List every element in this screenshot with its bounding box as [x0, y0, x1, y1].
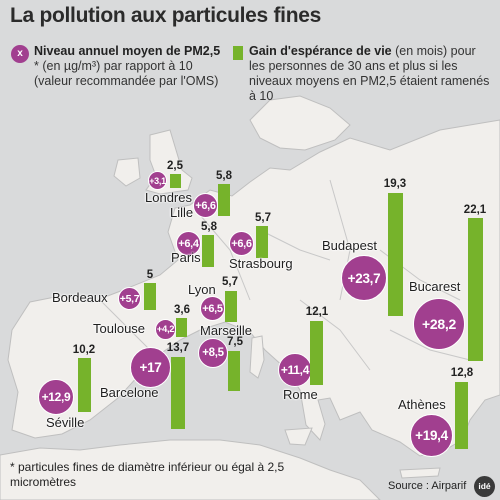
gain-label-toulouse: 3,6 [174, 304, 190, 316]
gain-bar-strasbourg [256, 226, 268, 258]
gain-label-lille: 5,8 [216, 170, 232, 182]
legend-circle-icon: x [11, 45, 29, 63]
gain-bar-lyon [225, 291, 237, 322]
gain-bar-athenes [455, 382, 468, 449]
city-label-barcelone: Barcelone [100, 385, 159, 400]
gain-bar-barcelone [171, 357, 185, 429]
city-label-seville: Séville [46, 415, 85, 430]
ireland [113, 157, 141, 187]
crete [399, 467, 441, 479]
pm-circle-marseille: +8,5 [198, 338, 228, 368]
city-label-toulouse: Toulouse [93, 321, 146, 336]
page-title: La pollution aux particules fines [10, 4, 321, 27]
city-label-marseille: Marseille [200, 323, 253, 338]
gain-bar-seville [78, 358, 91, 412]
gain-label-bordeaux: 5 [146, 269, 154, 281]
city-label-lyon: Lyon [188, 282, 216, 297]
source-credit: Source : Airparif [388, 480, 467, 492]
pm-circle-strasbourg: +6,6 [229, 231, 254, 256]
pm-circle-barcelone: +17 [130, 347, 171, 388]
gain-label-paris: 5,8 [201, 221, 217, 233]
legend-pm-desc: * (en µg/m³) par rapport à 10 (valeur re… [34, 59, 219, 88]
legend-gain-desc: (en mois) pour les personnes de 30 ans e… [249, 44, 490, 103]
pm-circle-bucarest: +28,2 [413, 298, 465, 350]
corsica-sardinia [249, 335, 265, 379]
legend-pm-title: Niveau annuel moyen de PM2,5 [34, 44, 221, 58]
gain-bar-paris [202, 235, 214, 267]
legend-gain: Gain d'espérance de vie (en mois) pour l… [249, 44, 494, 104]
gain-label-budapest: 19,3 [383, 178, 407, 190]
gain-bar-bucarest [468, 218, 483, 361]
gain-label-londres: 2,5 [167, 160, 183, 172]
gain-bar-budapest [388, 193, 403, 316]
gain-bar-rome [310, 321, 323, 385]
city-label-lille: Lille [170, 205, 194, 220]
pm-circle-paris: +6,4 [176, 231, 201, 256]
gain-label-barcelone: 13,7 [166, 342, 190, 354]
pm-circle-londres: +3,1 [148, 171, 167, 190]
city-label-bordeaux: Bordeaux [52, 290, 108, 305]
legend-pm: Niveau annuel moyen de PM2,5 * (en µg/m³… [34, 44, 224, 89]
footnote: * particules fines de diamètre inférieur… [10, 460, 285, 489]
pm-circle-budapest: +23,7 [341, 255, 387, 301]
city-label-athenes: Athènes [398, 397, 446, 412]
north-africa [0, 439, 381, 500]
city-label-strasbourg: Strasbourg [229, 256, 293, 271]
gain-label-rome: 12,1 [305, 306, 329, 318]
gain-label-seville: 10,2 [72, 344, 96, 356]
legend-gain-title: Gain d'espérance de vie [249, 44, 392, 58]
city-label-paris: Paris [171, 250, 201, 265]
scandinavia [249, 95, 351, 151]
gain-label-strasbourg: 5,7 [255, 212, 271, 224]
gain-bar-lille [218, 184, 230, 216]
gain-label-lyon: 5,7 [222, 276, 238, 288]
sicily [284, 427, 313, 446]
pm-circle-bordeaux: +5,7 [118, 287, 141, 310]
gain-bar-toulouse [176, 318, 187, 337]
gain-bar-londres [170, 174, 181, 188]
pm-circle-seville: +12,9 [38, 379, 74, 415]
city-label-rome: Rome [283, 387, 318, 402]
city-label-londres: Londres [145, 190, 192, 205]
pm-circle-lyon: +6,5 [200, 296, 225, 321]
pm-circle-toulouse: +4,2 [155, 319, 176, 340]
pm-circle-lille: +6,6 [193, 193, 218, 218]
gain-label-bucarest: 22,1 [463, 204, 487, 216]
pm-circle-athenes: +19,4 [410, 414, 453, 457]
gain-bar-marseille [228, 351, 240, 391]
logo-badge: idé [474, 476, 495, 497]
city-label-budapest: Budapest [322, 238, 377, 253]
pm-circle-rome: +11,4 [278, 353, 312, 387]
city-label-bucarest: Bucarest [409, 279, 461, 294]
gain-label-athenes: 12,8 [450, 367, 474, 379]
legend-bar-icon [233, 46, 243, 60]
gain-bar-bordeaux [144, 283, 156, 310]
gain-label-marseille: 7,5 [227, 336, 243, 348]
